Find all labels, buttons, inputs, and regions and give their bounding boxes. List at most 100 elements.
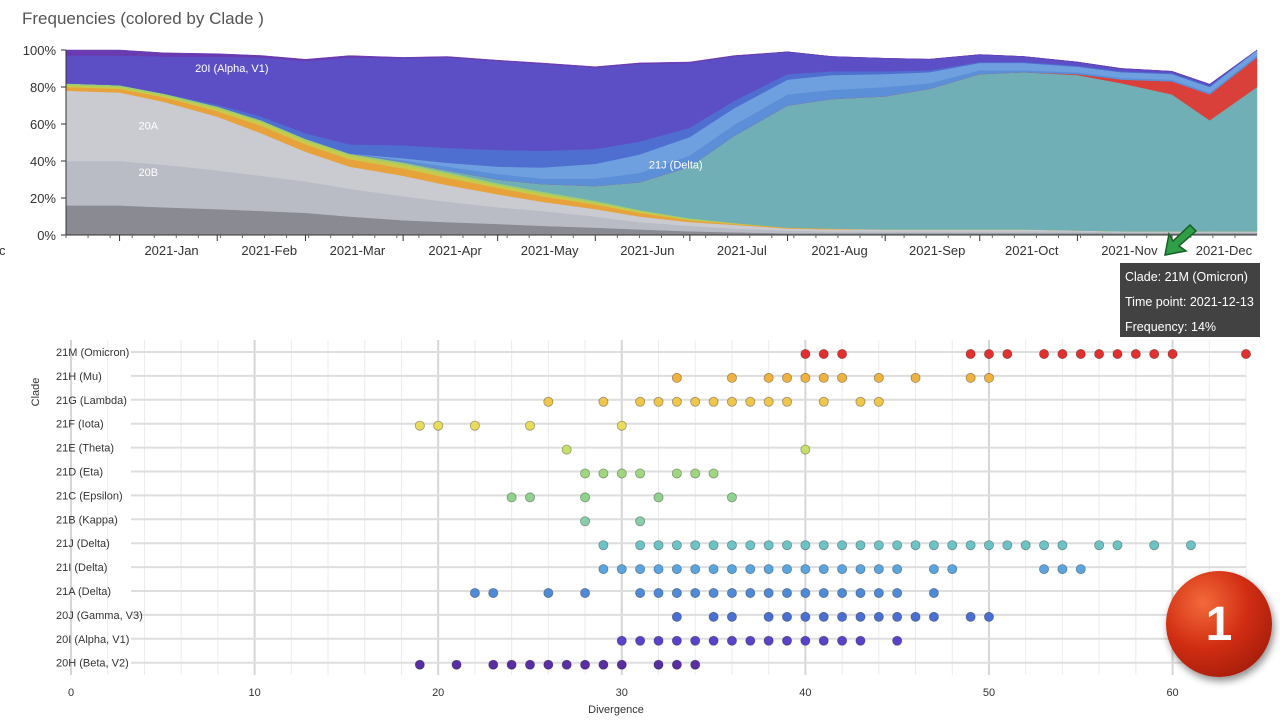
scatter-point	[598, 659, 609, 670]
scatter-point	[892, 635, 903, 646]
scatter-point	[561, 444, 572, 455]
scatter-point	[965, 611, 976, 622]
scatter-point	[653, 588, 664, 599]
scatter-point	[543, 588, 554, 599]
scatter-point	[1149, 348, 1160, 359]
scatter-point	[837, 540, 848, 551]
scatter-point	[947, 564, 958, 575]
x-tick-label: 40	[799, 687, 811, 699]
scatter-point	[1094, 348, 1105, 359]
scatter-point	[928, 588, 939, 599]
scatter-point	[855, 564, 866, 575]
scatter-point	[782, 396, 793, 407]
scatter-point	[745, 635, 756, 646]
x-tick-label: 2021-Mar	[330, 243, 386, 258]
x-tick-label: 2021-Apr	[428, 243, 482, 258]
x-tick-label: 2021-Nov	[1101, 243, 1158, 258]
scatter-point	[653, 540, 664, 551]
frequencies-chart[interactable]: 0% 20% 40% 60% 80% 100% Dec 2021-Jan 2021-Feb 202…	[0, 0, 1280, 265]
y-tick-label: 100%	[23, 43, 57, 58]
scatter-point	[855, 588, 866, 599]
scatter-point	[818, 396, 829, 407]
y-axis-label: Clade	[30, 378, 42, 407]
scatter-point	[690, 564, 701, 575]
area-label: 20A	[138, 121, 158, 133]
clade-label: 21F (Iota)	[56, 419, 104, 431]
scatter-point	[671, 396, 682, 407]
scatter-point	[451, 659, 462, 670]
scatter-point	[782, 588, 793, 599]
x-tick-label: 2021-Sep	[909, 243, 965, 258]
scatter-point	[653, 659, 664, 670]
scatter-point	[616, 564, 627, 575]
cursor-arrow-icon	[1164, 223, 1198, 256]
x-tick-label: 60	[1166, 687, 1178, 699]
scatter-point	[837, 372, 848, 383]
frequencies-title: Frequencies (colored by Clade )	[22, 9, 264, 28]
clade-label: 21E (Theta)	[56, 443, 114, 455]
scatter-point	[910, 540, 921, 551]
x-tick-label: 2021-Jan	[144, 243, 198, 258]
scatter-point	[690, 588, 701, 599]
clade-label: 21I (Delta)	[56, 562, 107, 574]
scatter-point	[1094, 540, 1105, 551]
area-label: 20I (Alpha, V1)	[195, 63, 268, 75]
scatter-point	[947, 540, 958, 551]
scatter-point	[690, 659, 701, 670]
scatter-point	[1039, 540, 1050, 551]
scatter-point	[726, 396, 737, 407]
scatter-point	[653, 396, 664, 407]
clade-label: 20J (Gamma, V3)	[56, 610, 143, 622]
tooltip-time-point: Time point: 2021-12-13	[1125, 295, 1254, 309]
scatter-point	[818, 372, 829, 383]
scatter-point	[616, 659, 627, 670]
scatter-point	[1039, 564, 1050, 575]
scatter-point	[1149, 540, 1160, 551]
scatter-point	[965, 372, 976, 383]
scatter-point	[837, 588, 848, 599]
tooltip-clade: Clade: 21M (Omicron)	[1125, 270, 1248, 284]
tooltip: Clade: 21M (Omicron) Time point: 2021-12…	[1120, 263, 1260, 337]
scatter-point	[983, 372, 994, 383]
scatter-point	[1075, 564, 1086, 575]
scatter-point	[818, 611, 829, 622]
scatter-point	[873, 588, 884, 599]
scatter-point	[598, 564, 609, 575]
scatter-point	[800, 635, 811, 646]
scatter-point	[1185, 540, 1196, 551]
scatter-point	[928, 611, 939, 622]
y-tick-label: 60%	[30, 117, 56, 132]
scatter-point	[726, 588, 737, 599]
scatter-point	[763, 611, 774, 622]
scatter-point	[690, 635, 701, 646]
scatter-point	[1002, 540, 1013, 551]
scatter-point	[1057, 540, 1068, 551]
scatter-point	[910, 372, 921, 383]
scatter-point	[745, 540, 756, 551]
scatter-point	[635, 588, 646, 599]
clade-label: 20H (Beta, V2)	[56, 658, 129, 670]
scatter-point	[818, 540, 829, 551]
scatter-point	[800, 611, 811, 622]
scatter-point	[653, 564, 664, 575]
scatter-point	[580, 659, 591, 670]
scatter-point	[855, 635, 866, 646]
x-tick-label: 2021-Feb	[241, 243, 297, 258]
tooltip-frequency: Frequency: 14%	[1125, 320, 1217, 334]
scatter-point	[1002, 348, 1013, 359]
x-tick-label: 2021-Oct	[1005, 243, 1059, 258]
scatter-point	[745, 396, 756, 407]
scatter-point	[726, 492, 737, 503]
scatter-point	[635, 540, 646, 551]
scatter-point	[598, 540, 609, 551]
scatter-point	[708, 540, 719, 551]
scatter-point	[671, 635, 682, 646]
scatter-point	[598, 468, 609, 479]
scatter-point	[763, 635, 774, 646]
scatter-point	[616, 635, 627, 646]
scatter-point	[818, 348, 829, 359]
scatter-point	[671, 564, 682, 575]
scatter-point	[763, 588, 774, 599]
scatter-point	[598, 396, 609, 407]
